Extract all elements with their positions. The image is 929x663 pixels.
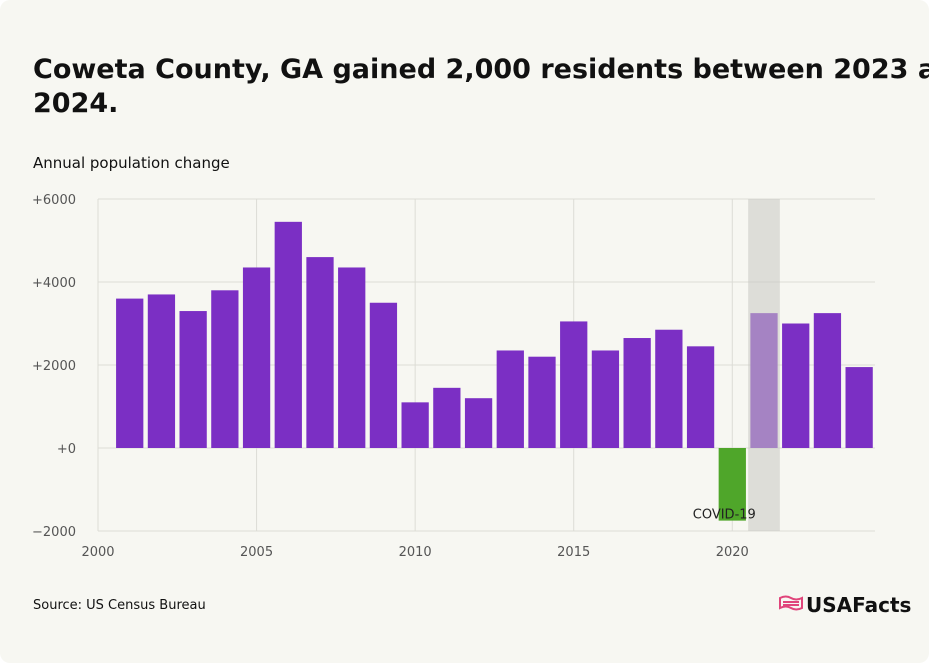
bar [496,350,524,448]
logo-icon [779,595,803,611]
bar [338,267,366,448]
y-tick-label: +0 [57,442,76,457]
annotation: COVID-19 [693,508,756,523]
bar [242,267,271,448]
chart-title: 2024. [33,88,118,119]
source: Source: US Census Bureau [33,598,206,613]
bar [528,356,556,448]
bar [179,311,207,448]
bar [845,367,873,448]
bar [560,321,588,448]
bar [433,387,461,448]
x-tick-label: 2005 [240,545,273,560]
bar [782,323,810,448]
subtitle: Annual population change [33,154,230,172]
bar [655,329,683,448]
bar [464,398,493,448]
logo: USAFacts [806,593,911,617]
bar [369,302,398,448]
bar [686,346,715,448]
x-tick-label: 2015 [557,545,590,560]
y-tick-label: +4000 [32,276,76,291]
bar [591,350,620,448]
y-tick-label: +6000 [32,193,76,208]
bar [718,448,746,521]
chart-title: Coweta County, GA gained 2,000 residents… [33,54,929,85]
bar [116,298,144,448]
bar [401,402,429,448]
bar [274,221,302,448]
x-tick-label: 2000 [81,545,114,560]
bar [147,294,176,448]
bar [623,338,651,448]
y-tick-label: −2000 [32,525,76,540]
highlight-band [748,199,780,531]
y-tick-label: +2000 [32,359,76,374]
x-tick-label: 2020 [716,545,749,560]
x-tick-label: 2010 [399,545,432,560]
bar [211,290,239,448]
bar [813,313,842,448]
bar [306,257,334,448]
